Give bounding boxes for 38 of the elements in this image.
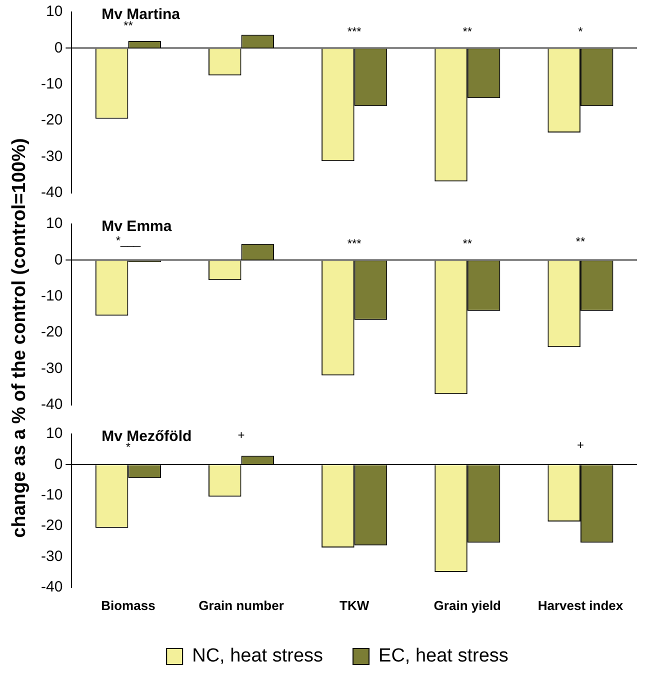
y-tick-label: -30 xyxy=(40,360,63,377)
y-tick-label: -40 xyxy=(40,184,63,202)
x-tick-label: Biomass xyxy=(101,598,156,613)
y-tick-label: -30 xyxy=(40,148,63,165)
y-tick-label: 0 xyxy=(54,39,63,56)
annotation: ** xyxy=(462,24,472,39)
legend-label: NC, heat stress xyxy=(192,646,324,667)
annotation: * xyxy=(126,440,131,454)
y-tick-label: 10 xyxy=(46,3,63,20)
x-tick-label: Harvest index xyxy=(538,598,624,613)
annotation: *___ xyxy=(116,234,141,248)
y-tick-label: 10 xyxy=(46,425,63,442)
annotation: *** xyxy=(347,236,362,251)
x-tick-label: Grain yield xyxy=(434,598,502,613)
y-tick-label: -20 xyxy=(40,324,63,341)
annotation: * xyxy=(578,24,584,39)
y-tick-label: -10 xyxy=(40,486,63,504)
y-tick-label: -30 xyxy=(40,548,63,565)
annotation: *** xyxy=(347,24,362,39)
x-tick-label: TKW xyxy=(340,598,370,613)
y-tick-label: -40 xyxy=(40,396,63,414)
x-tick-label: Grain number xyxy=(198,598,284,613)
y-tick-label: -20 xyxy=(40,517,63,534)
y-tick-label: 0 xyxy=(54,456,63,473)
annotation: + xyxy=(576,438,584,452)
chart-title: Mv Emma xyxy=(102,218,172,236)
y-tick-label: -10 xyxy=(40,76,63,93)
legend-label: EC, heat stress xyxy=(378,646,508,667)
annotation: ** xyxy=(462,236,472,251)
y-tick-label: -20 xyxy=(40,112,63,129)
annotation: ** xyxy=(576,234,586,249)
annotation: ** xyxy=(124,18,134,33)
y-axis-title: change as a % of the control (control=100%) xyxy=(8,138,31,538)
y-tick-label: 10 xyxy=(46,215,63,232)
y-tick-label: -10 xyxy=(40,288,63,305)
y-tick-label: -40 xyxy=(40,578,63,596)
y-tick-label: 0 xyxy=(54,251,63,268)
annotation: + xyxy=(238,428,245,442)
